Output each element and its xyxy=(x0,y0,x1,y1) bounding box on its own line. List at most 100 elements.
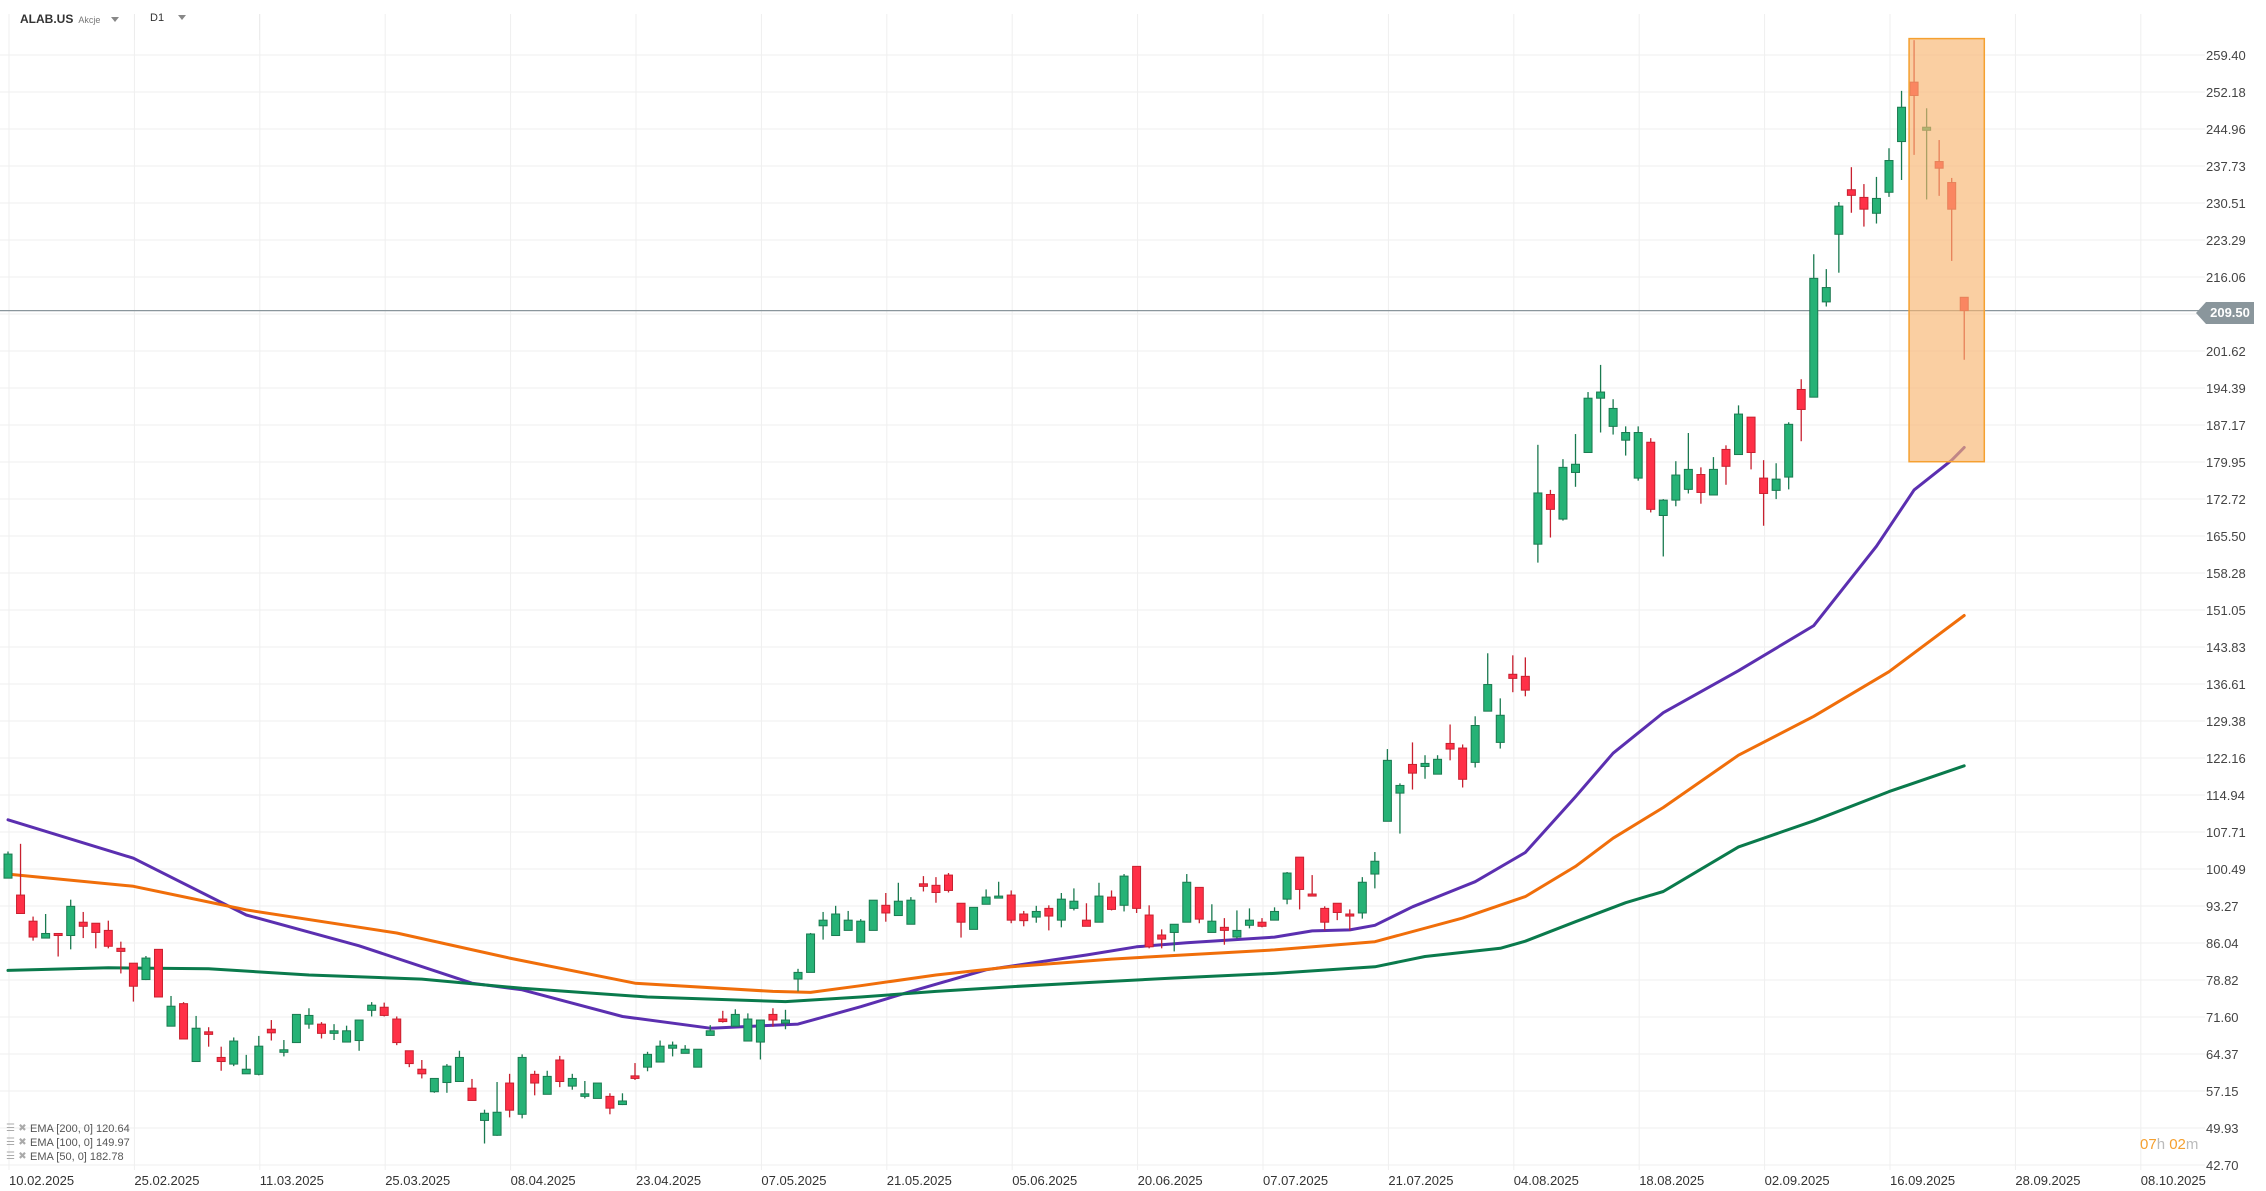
candle-up[interactable] xyxy=(1583,397,1593,453)
candle-up[interactable] xyxy=(354,1019,364,1042)
candle-up[interactable] xyxy=(1596,391,1606,399)
candle-up[interactable] xyxy=(3,853,13,879)
candle-up[interactable] xyxy=(969,906,979,930)
candle-up[interactable] xyxy=(1382,759,1392,822)
candle-up[interactable] xyxy=(655,1045,665,1063)
candle-up[interactable] xyxy=(329,1030,339,1034)
candle-up[interactable] xyxy=(1244,919,1254,926)
candle-down[interactable] xyxy=(505,1082,515,1111)
close-icon[interactable]: ✖ xyxy=(18,1137,27,1148)
candle-up[interactable] xyxy=(868,899,878,931)
candle-up[interactable] xyxy=(793,971,803,980)
candle-down[interactable] xyxy=(1746,416,1756,453)
candle-up[interactable] xyxy=(1470,725,1480,763)
timeframe-selector[interactable]: D1 xyxy=(150,12,187,24)
candle-up[interactable] xyxy=(1897,106,1907,143)
candle-up[interactable] xyxy=(1483,684,1493,712)
candle-down[interactable] xyxy=(530,1073,540,1084)
candle-up[interactable] xyxy=(1094,895,1104,923)
candle-down[interactable] xyxy=(153,948,163,998)
candle-down[interactable] xyxy=(1132,865,1142,909)
candle-up[interactable] xyxy=(442,1065,452,1084)
candle-down[interactable] xyxy=(128,962,138,987)
candle-up[interactable] xyxy=(580,1093,590,1097)
candle-up[interactable] xyxy=(693,1048,703,1068)
close-icon[interactable]: ✖ xyxy=(18,1151,27,1162)
candle-down[interactable] xyxy=(417,1068,427,1075)
candle-down[interactable] xyxy=(266,1028,276,1034)
candle-down[interactable] xyxy=(1157,934,1167,940)
candle-down[interactable] xyxy=(1194,886,1204,920)
candle-down[interactable] xyxy=(179,1003,189,1040)
candle-down[interactable] xyxy=(78,921,88,927)
candle-up[interactable] xyxy=(367,1004,377,1011)
candle-up[interactable] xyxy=(1169,923,1179,933)
candle-down[interactable] xyxy=(467,1087,477,1101)
candle-down[interactable] xyxy=(931,884,941,893)
candle-down[interactable] xyxy=(91,922,101,933)
candle-up[interactable] xyxy=(1282,872,1292,900)
candle-up[interactable] xyxy=(191,1027,201,1063)
highlight-rectangle[interactable] xyxy=(1908,37,1986,463)
candle-down[interactable] xyxy=(1295,856,1305,890)
candle-up[interactable] xyxy=(1056,898,1066,921)
candle-down[interactable] xyxy=(116,947,126,952)
candle-down[interactable] xyxy=(1846,189,1856,196)
candle-down[interactable] xyxy=(630,1075,640,1079)
candle-down[interactable] xyxy=(1721,448,1731,467)
candle-up[interactable] xyxy=(542,1075,552,1095)
candle-down[interactable] xyxy=(1307,893,1317,897)
candle-up[interactable] xyxy=(1608,407,1618,427)
candle-down[interactable] xyxy=(1796,388,1806,410)
candle-up[interactable] xyxy=(831,913,841,937)
candle-down[interactable] xyxy=(1458,747,1468,780)
candle-up[interactable] xyxy=(1683,468,1693,490)
candle-up[interactable] xyxy=(1533,492,1543,545)
symbol-selector[interactable]: ALAB.US Akcje xyxy=(20,12,120,26)
candle-up[interactable] xyxy=(480,1112,490,1121)
candle-down[interactable] xyxy=(944,874,953,891)
candle-up[interactable] xyxy=(429,1077,439,1093)
candle-down[interactable] xyxy=(1859,196,1869,210)
candle-up[interactable] xyxy=(843,919,853,931)
candle-down[interactable] xyxy=(881,904,891,914)
candle-up[interactable] xyxy=(1069,900,1079,909)
chevron-down-icon[interactable] xyxy=(111,17,120,22)
candle-down[interactable] xyxy=(1332,902,1342,913)
candle-up[interactable] xyxy=(743,1018,753,1042)
candle-down[interactable] xyxy=(1445,742,1455,750)
candle-up[interactable] xyxy=(279,1049,289,1053)
candle-up[interactable] xyxy=(291,1013,301,1044)
candle-up[interactable] xyxy=(893,900,903,917)
candle-up[interactable] xyxy=(592,1082,602,1099)
candle-up[interactable] xyxy=(1571,463,1580,473)
candle-up[interactable] xyxy=(1821,287,1831,303)
candle-down[interactable] xyxy=(555,1059,565,1083)
candle-down[interactable] xyxy=(1759,477,1769,494)
candle-down[interactable] xyxy=(1219,926,1229,931)
candle-up[interactable] xyxy=(1207,920,1217,933)
candle-up[interactable] xyxy=(1395,784,1405,794)
candle-up[interactable] xyxy=(492,1111,502,1136)
candle-down[interactable] xyxy=(28,920,38,938)
candle-up[interactable] xyxy=(454,1056,464,1083)
candle-up[interactable] xyxy=(1495,714,1505,743)
candle-up[interactable] xyxy=(1270,910,1280,921)
candle-down[interactable] xyxy=(718,1018,728,1023)
candle-down[interactable] xyxy=(1520,675,1530,691)
candle-up[interactable] xyxy=(806,933,816,973)
candle-up[interactable] xyxy=(342,1030,352,1043)
candle-up[interactable] xyxy=(1031,910,1041,918)
candle-up[interactable] xyxy=(1708,468,1718,496)
candle-up[interactable] xyxy=(1433,758,1443,775)
candle-up[interactable] xyxy=(856,920,866,943)
candle-up[interactable] xyxy=(1119,875,1129,906)
candle-up[interactable] xyxy=(705,1030,715,1036)
candle-up[interactable] xyxy=(66,905,76,937)
candle-up[interactable] xyxy=(517,1056,527,1115)
candle-up[interactable] xyxy=(981,896,991,905)
candle-up[interactable] xyxy=(755,1019,765,1043)
settings-list-icon[interactable]: ☰ xyxy=(6,1123,15,1134)
candle-down[interactable] xyxy=(1006,894,1016,921)
